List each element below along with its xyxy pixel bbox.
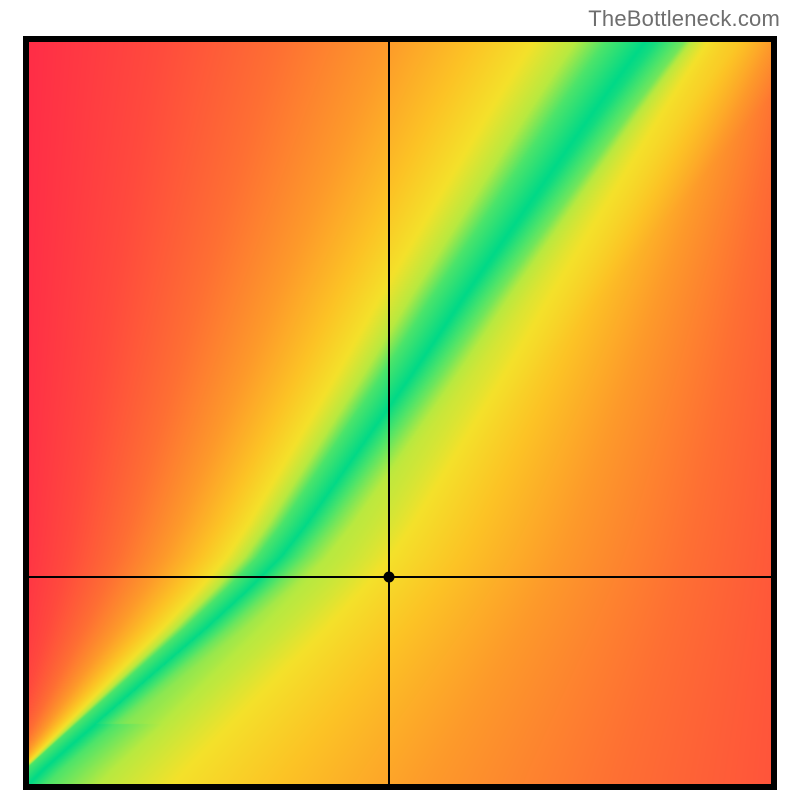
crosshair-horizontal bbox=[29, 576, 771, 578]
watermark: TheBottleneck.com bbox=[588, 6, 780, 32]
plot-area bbox=[29, 42, 771, 784]
crosshair-vertical bbox=[388, 42, 390, 784]
plot-frame bbox=[23, 36, 777, 790]
marker-dot bbox=[383, 571, 394, 582]
heatmap-canvas bbox=[29, 42, 771, 784]
